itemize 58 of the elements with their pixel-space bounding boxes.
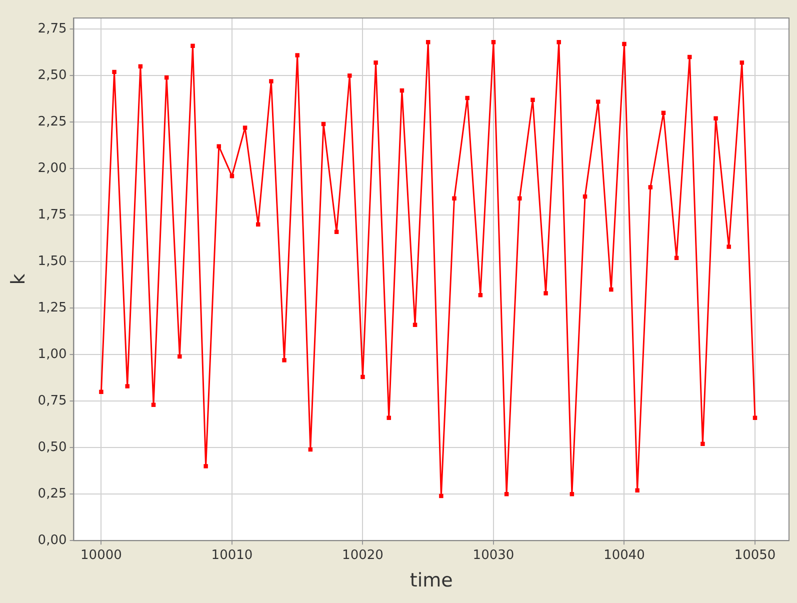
- point: [439, 494, 444, 498]
- y-tick-label: 2,50: [38, 68, 67, 84]
- x-tick-label: 10020: [342, 548, 384, 563]
- point: [138, 64, 143, 68]
- point: [412, 322, 418, 327]
- point: [204, 464, 208, 468]
- x-axis-title: time: [410, 570, 453, 592]
- point: [740, 60, 744, 65]
- y-axis-title: k: [7, 274, 30, 285]
- point: [269, 79, 274, 84]
- y-tick-label: 2,00: [38, 161, 67, 176]
- point: [216, 144, 222, 148]
- y-tick-label: 1,50: [38, 254, 67, 270]
- point: [556, 40, 561, 44]
- y-tick-label: 0,75: [38, 393, 67, 408]
- y-tick-label: 2,75: [38, 22, 67, 37]
- point: [714, 116, 718, 121]
- point: [726, 244, 731, 249]
- point: [112, 70, 116, 74]
- point: [282, 358, 286, 362]
- x-tick-label: 10010: [211, 548, 253, 563]
- y-tick-label: 0,00: [38, 532, 67, 548]
- point: [544, 291, 548, 296]
- point: [752, 416, 758, 420]
- y-tick-label: 2,25: [38, 114, 67, 130]
- y-tick-label: 1,75: [38, 208, 67, 223]
- point: [622, 42, 626, 46]
- point: [295, 53, 300, 58]
- point: [125, 384, 130, 388]
- point: [426, 40, 430, 44]
- point: [530, 98, 535, 102]
- point: [374, 60, 378, 65]
- point: [360, 374, 365, 380]
- point: [178, 354, 182, 359]
- point: [635, 488, 640, 493]
- point: [242, 126, 248, 130]
- y-tick-label: 1,00: [38, 346, 67, 362]
- point: [609, 287, 614, 292]
- point: [661, 110, 666, 115]
- point: [596, 100, 600, 104]
- point: [518, 196, 522, 201]
- point: [348, 74, 352, 78]
- point: [452, 196, 456, 201]
- x-tick-label: 10000: [80, 548, 122, 563]
- point: [190, 44, 195, 48]
- y-tick-label: 0,50: [38, 440, 67, 455]
- x-tick-label: 10030: [472, 548, 514, 563]
- point: [648, 185, 653, 190]
- x-tick-label: 10050: [734, 548, 776, 563]
- point: [700, 442, 705, 446]
- y-tick-label: 1,25: [38, 300, 67, 316]
- point: [465, 96, 470, 100]
- y-tick-label: 0,25: [38, 486, 67, 502]
- x-tick-label: 10040: [604, 548, 645, 563]
- point: [386, 416, 391, 420]
- point: [99, 390, 104, 394]
- point: [491, 40, 496, 44]
- point: [151, 402, 156, 407]
